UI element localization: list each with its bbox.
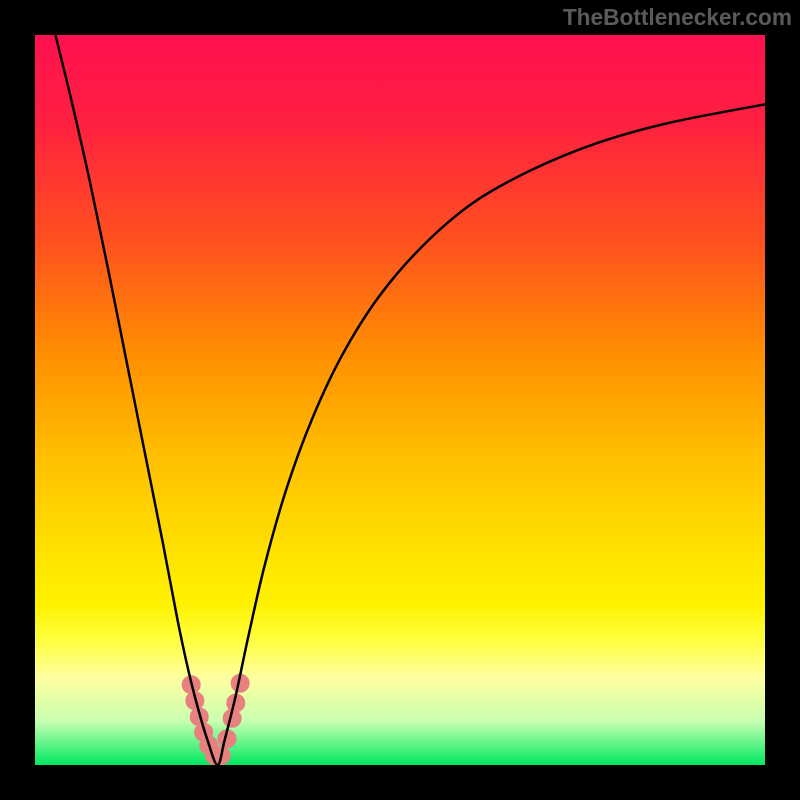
bottleneck-chart: TheBottlenecker.com [0,0,800,800]
watermark-text: TheBottlenecker.com [563,4,792,31]
plot-area [35,35,765,765]
chart-canvas [0,0,800,800]
